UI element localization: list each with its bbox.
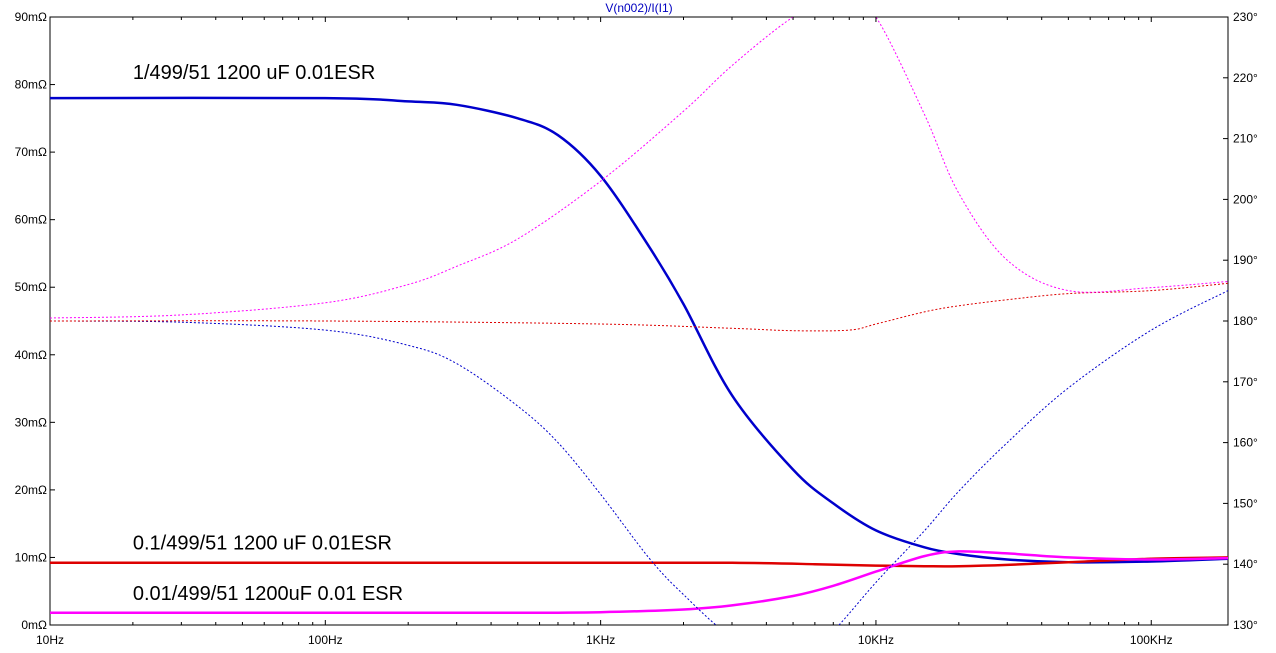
phase-series-line-5 bbox=[50, 17, 1228, 319]
series-annotation: 0.01/499/51 1200uF 0.01 ESR bbox=[133, 583, 403, 605]
y-left-tick-label: 60mΩ bbox=[15, 213, 47, 227]
series-annotation: 1/499/51 1200 uF 0.01ESR bbox=[133, 62, 375, 84]
y-right-tick-label: 230° bbox=[1233, 10, 1258, 24]
magnitude-series-line-2 bbox=[50, 550, 1228, 615]
y-right-tick-label: 190° bbox=[1233, 253, 1258, 267]
y-right-tick-label: 200° bbox=[1233, 192, 1258, 206]
y-right-tick-label: 180° bbox=[1233, 314, 1258, 328]
y-right-tick-label: 210° bbox=[1233, 132, 1258, 146]
series-layer bbox=[50, 17, 1228, 625]
magnitude-series-line-0 bbox=[50, 96, 1228, 564]
y-right-tick-label: 170° bbox=[1233, 375, 1258, 389]
phase-series-line-3 bbox=[50, 290, 1228, 625]
x-tick-label: 1KHz bbox=[586, 633, 615, 647]
y-left-tick-label: 30mΩ bbox=[15, 415, 47, 429]
y-left-tick-label: 70mΩ bbox=[15, 145, 47, 159]
y-left-tick-label: 10mΩ bbox=[15, 550, 47, 564]
x-tick-label: 10KHz bbox=[858, 633, 894, 647]
y-left-tick-label: 90mΩ bbox=[15, 10, 47, 24]
y-right-tick-label: 160° bbox=[1233, 436, 1258, 450]
y-left-tick-label: 20mΩ bbox=[15, 483, 47, 497]
series-annotation: 0.1/499/51 1200 uF 0.01ESR bbox=[133, 532, 392, 554]
y-left-tick-label: 80mΩ bbox=[15, 78, 47, 92]
x-tick-label: 10Hz bbox=[36, 633, 64, 647]
y-right-tick-label: 140° bbox=[1233, 557, 1258, 571]
magnitude-series-line-1 bbox=[50, 556, 1228, 568]
x-tick-label: 100KHz bbox=[1130, 633, 1173, 647]
phase-series-line-4 bbox=[50, 282, 1228, 332]
x-tick-label: 100Hz bbox=[308, 633, 343, 647]
annotation-layer: 1/499/51 1200 uF 0.01ESR 0.1/499/51 1200 … bbox=[133, 62, 403, 605]
axis-layer: 10Hz 100Hz 1KHz 10KHz 100KHz 0mΩ 10mΩ 20mΩ 30mΩ 4… bbox=[15, 10, 1258, 647]
y-right-tick-label: 130° bbox=[1233, 618, 1258, 632]
y-right-tick-label: 150° bbox=[1233, 496, 1258, 510]
y-right-tick-label: 220° bbox=[1233, 71, 1258, 85]
y-left-tick-label: 50mΩ bbox=[15, 280, 47, 294]
y-left-tick-label: 40mΩ bbox=[15, 348, 47, 362]
y-left-tick-label: 0mΩ bbox=[21, 618, 47, 632]
plot-title: V(n002)/I(I1) bbox=[605, 1, 672, 15]
